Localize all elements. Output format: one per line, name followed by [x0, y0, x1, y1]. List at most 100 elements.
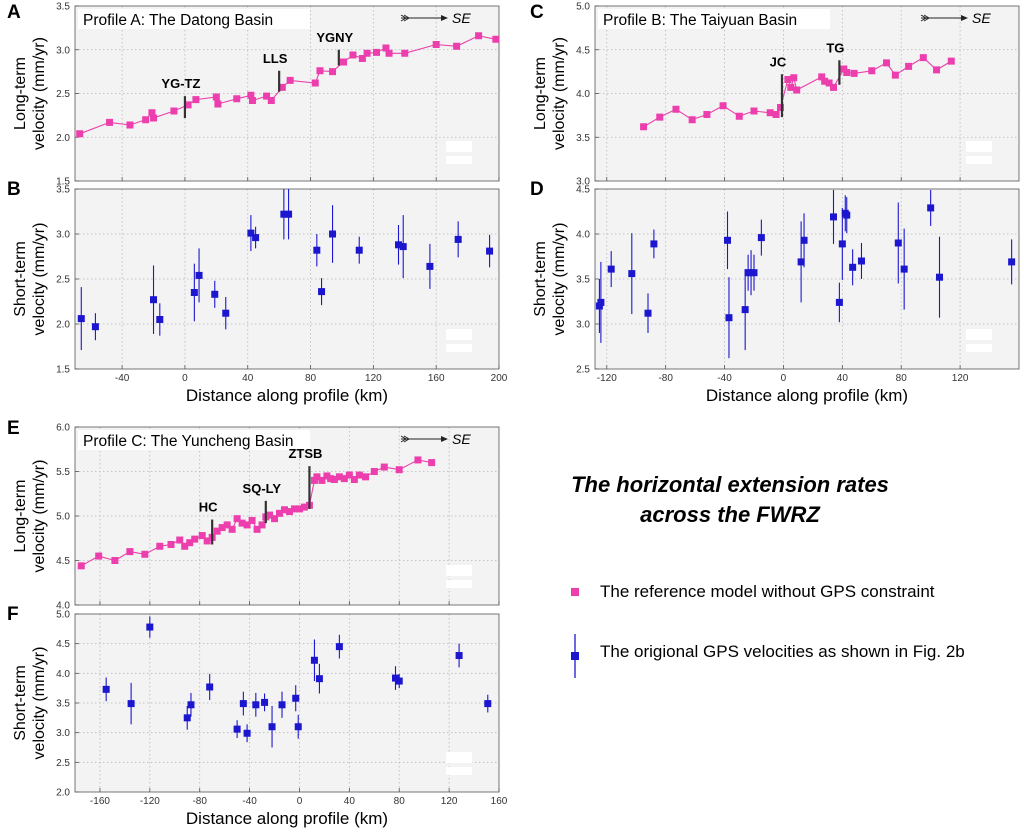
reference-point	[310, 476, 318, 484]
gps-point	[455, 652, 463, 660]
x-tick-label: 0	[781, 373, 787, 384]
reference-point	[370, 468, 378, 475]
reference-point	[77, 562, 85, 570]
gps-point	[156, 316, 164, 323]
legend-gps-marker	[571, 634, 579, 678]
reference-point	[385, 49, 393, 57]
x-tick-label: -40	[242, 796, 257, 807]
panel-letter-c: C	[530, 2, 544, 23]
x-tick-label: 40	[242, 373, 254, 384]
y-axis-label: Short-term	[12, 665, 29, 741]
reference-point	[170, 107, 178, 115]
y-axis-label: velocity (mm/yr)	[551, 37, 568, 150]
gps-point	[900, 265, 908, 273]
panel-f: 2.0 2.5 3.0 3.5 4.0 4.5 5.0 -160 -120 -80 -40 0 40 80…	[12, 610, 508, 829]
y-tick-label: 3.0	[56, 230, 70, 241]
reference-point	[243, 521, 251, 529]
gps-point	[243, 729, 251, 737]
direction-label: SE	[452, 10, 471, 26]
x-tick-label: -80	[658, 373, 673, 384]
reference-point	[330, 476, 338, 484]
gps-point	[936, 273, 943, 281]
reference-point	[933, 66, 941, 74]
y-axis-label: Long-term	[12, 57, 29, 130]
reference-point	[126, 121, 134, 129]
y-axis-label: velocity (mm/yr)	[551, 223, 568, 336]
reference-point	[286, 76, 294, 84]
reference-point	[719, 102, 727, 110]
gps-point	[391, 674, 399, 682]
y-tick-label: 3.5	[576, 275, 590, 286]
reference-point	[414, 456, 422, 464]
x-tick-label: 80	[394, 796, 406, 807]
gps-point	[830, 213, 837, 221]
reference-point	[186, 539, 194, 547]
reference-point	[203, 537, 211, 545]
reference-point	[223, 521, 231, 529]
gps-point	[894, 239, 902, 247]
reference-point	[656, 113, 664, 121]
reference-point	[868, 67, 876, 75]
reference-point	[363, 49, 371, 57]
y-axis-label: Long-term	[532, 57, 549, 130]
panel-e: 4.0 4.5 5.0 5.5 6.0 Long-term velocity (mm/yr)…	[12, 423, 500, 612]
gps-point	[329, 230, 337, 238]
y-axis-label: velocity (mm/yr)	[31, 37, 48, 150]
panel-letter-b: B	[7, 179, 21, 200]
reference-point	[126, 548, 134, 556]
y-tick-label: 4.0	[56, 601, 70, 612]
gps-point	[239, 700, 247, 708]
reference-point	[432, 41, 440, 48]
y-tick-label: 4.0	[56, 669, 70, 680]
gps-point	[280, 210, 288, 218]
panel-title: Profile A: The Datong Basin	[83, 12, 273, 29]
reference-point	[141, 550, 149, 558]
reference-point	[492, 35, 500, 43]
x-tick-label: 160	[491, 796, 508, 807]
y-axis-label: velocity (mm/yr)	[31, 647, 48, 760]
panel-b: 1.5 2.0 2.5 3.0 3.5 -40 0 40 80 120 160 200 Short-te…	[12, 185, 508, 406]
y-tick-label: 3.5	[56, 2, 70, 13]
x-tick-label: 160	[428, 373, 445, 384]
x-tick-label: 120	[952, 373, 969, 384]
gps-point	[597, 298, 605, 306]
y-axis-label: Long-term	[12, 480, 29, 553]
legend-title: The horizontal extension rates across th…	[570, 470, 890, 530]
reference-point	[891, 71, 899, 79]
scale-box	[446, 565, 472, 576]
panel-letter-e: E	[7, 418, 20, 439]
fault-label: SQ-LY	[243, 481, 282, 496]
gps-point	[292, 694, 300, 702]
reference-point	[672, 105, 680, 113]
reference-point	[355, 471, 363, 479]
reference-point	[777, 104, 784, 111]
gps-point	[628, 270, 636, 278]
legend-gps-label: The origional GPS velocities as shown in…	[600, 642, 965, 661]
panel-letter-d: D	[530, 179, 544, 200]
reference-point	[428, 459, 436, 467]
reference-point	[148, 109, 156, 117]
fault-label: HC	[199, 500, 218, 515]
y-tick-label: 4.0	[576, 89, 590, 100]
gps-point	[741, 306, 749, 314]
gps-point	[268, 723, 276, 731]
x-tick-label: 200	[491, 373, 508, 384]
reference-point	[787, 83, 795, 91]
reference-point	[395, 466, 403, 474]
x-tick-label: -160	[90, 796, 110, 807]
gps-point	[310, 656, 318, 664]
fault-label: LLS	[263, 51, 288, 66]
y-tick-label: 2.5	[56, 89, 70, 100]
gps-point	[927, 204, 935, 212]
y-tick-label: 2.0	[56, 133, 70, 144]
gps-point	[849, 263, 857, 271]
reference-point	[821, 77, 829, 85]
reference-point	[830, 83, 837, 91]
reference-point	[825, 79, 833, 87]
gps-point	[206, 683, 214, 691]
title-backdrop	[598, 9, 830, 29]
direction-arrow-tail	[920, 14, 930, 22]
reference-point	[947, 57, 955, 65]
reference-point	[76, 130, 84, 138]
gps-point	[394, 241, 402, 249]
